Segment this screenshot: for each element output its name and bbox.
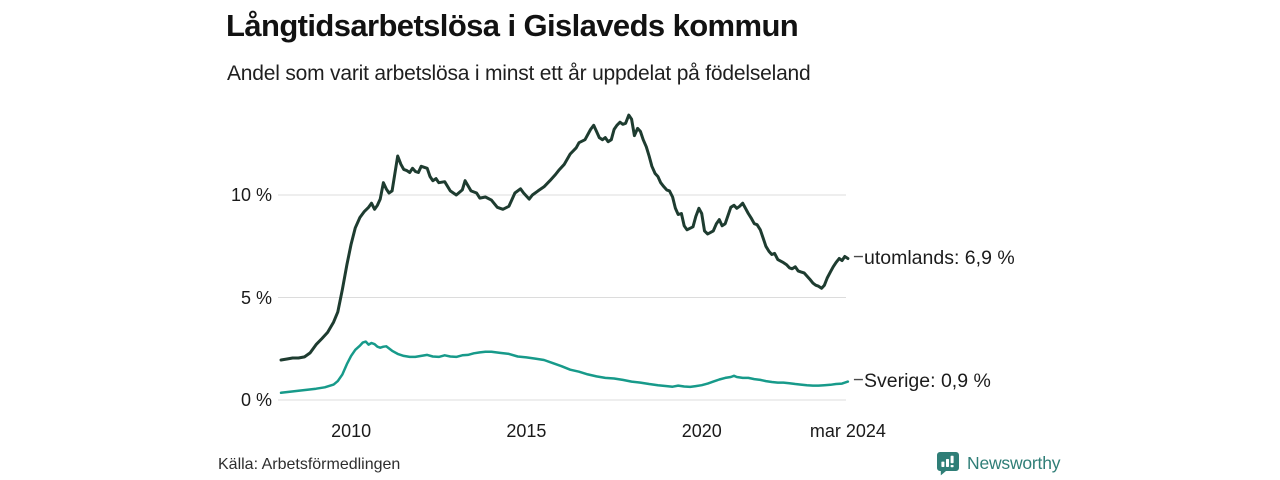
source-note: Källa: Arbetsförmedlingen xyxy=(218,456,401,473)
brand-name: Newsworthy xyxy=(967,453,1061,473)
x-tick-label: 2020 xyxy=(681,421,722,441)
y-tick-label: 0 % xyxy=(240,390,272,410)
newsworthy-icon xyxy=(937,452,959,476)
series-line-sverige xyxy=(279,340,850,395)
x-tick-label: 2010 xyxy=(331,421,372,441)
series-line-utomlands xyxy=(279,113,850,362)
x-tick-label: 2015 xyxy=(506,421,547,441)
end-label-utomlands: utomlands: 6,9 % xyxy=(864,246,1015,269)
brand-logo: Newsworthy xyxy=(936,451,1061,476)
end-label-sverige: Sverige: 0,9 % xyxy=(864,369,991,392)
page-subtitle: Andel som varit arbetslösa i minst ett å… xyxy=(227,62,811,85)
x-tick-label: mar 2024 xyxy=(809,421,886,441)
y-tick-label: 10 % xyxy=(230,185,272,205)
y-tick-label: 5 % xyxy=(240,287,272,308)
page-title: Långtidsarbetslösa i Gislaveds kommun xyxy=(226,8,799,43)
